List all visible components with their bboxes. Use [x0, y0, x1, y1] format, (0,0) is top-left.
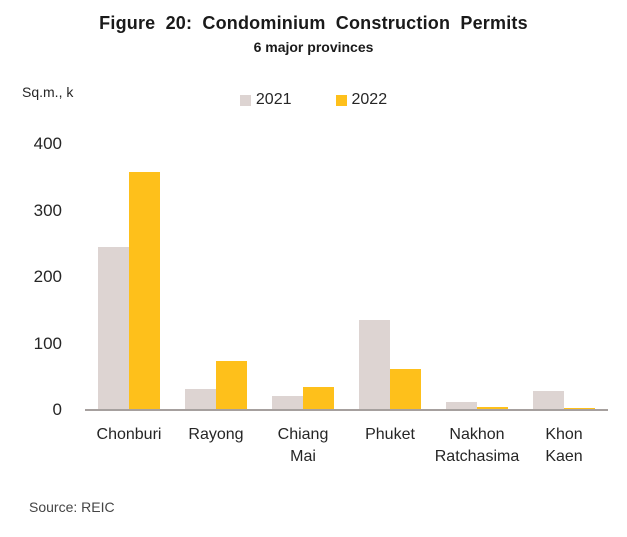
x-label-line: Khon: [545, 426, 583, 443]
legend-item-2021: 2021: [239, 91, 292, 109]
legend-item-2022: 2022: [335, 91, 388, 109]
chart-title: Figure 20: Condominium Construction Perm…: [99, 13, 528, 33]
legend-label-2022: 2022: [351, 91, 388, 108]
x-label-phuket: Phuket: [330, 424, 450, 446]
y-tick-0: 0: [52, 400, 62, 419]
x-label-nakhon-ratchasima: Nakhon Ratchasima: [417, 424, 537, 468]
bar-2022-chonburi: [129, 172, 160, 410]
plot-area: [85, 144, 608, 410]
bar-2021-khon-kaen: [533, 391, 564, 410]
bar-2021-chonburi: [98, 247, 129, 410]
chart-subtitle: 6 major provinces: [253, 39, 374, 55]
x-label-line: Rayong: [188, 426, 244, 443]
x-label-rayong: Rayong: [156, 424, 276, 446]
x-label-chiang-mai: Chiang Mai: [243, 424, 363, 468]
legend-label-2021: 2021: [255, 91, 292, 108]
y-tick-400: 400: [33, 134, 62, 153]
x-label-line: Mai: [290, 448, 316, 465]
x-label-khon-kaen: Khon Kaen: [504, 424, 624, 468]
y-tick-200: 200: [33, 267, 62, 286]
x-axis-line: [85, 409, 608, 411]
x-label-line: Ratchasima: [434, 448, 520, 465]
bar-2021-phuket: [359, 320, 390, 410]
source-note: Source: REIC: [29, 499, 115, 515]
bar-2022-rayong: [216, 361, 247, 410]
bar-2022-nakhon-ratchasima: [477, 407, 508, 410]
bar-2021-rayong: [185, 389, 216, 410]
y-tick-300: 300: [33, 200, 62, 220]
x-label-line: Kaen: [545, 448, 583, 465]
y-tick-100: 100: [33, 333, 62, 353]
bar-2021-nakhon-ratchasima: [446, 402, 477, 410]
x-label-line: Chonburi: [96, 426, 162, 443]
bar-2022-phuket: [390, 369, 421, 410]
legend-swatch-2022: [335, 94, 347, 106]
x-label-line: Chiang: [277, 426, 329, 443]
chart-legend: 2021 2022: [0, 91, 627, 109]
bar-2021-chiang-mai: [272, 396, 303, 410]
y-axis-unit-label: Sq.m., k: [22, 84, 74, 100]
x-label-line: Phuket: [365, 426, 415, 443]
legend-swatch-2021: [239, 94, 251, 106]
x-label-chonburi: Chonburi: [69, 424, 189, 446]
bar-2022-chiang-mai: [303, 387, 334, 410]
x-label-line: Nakhon: [449, 426, 505, 443]
